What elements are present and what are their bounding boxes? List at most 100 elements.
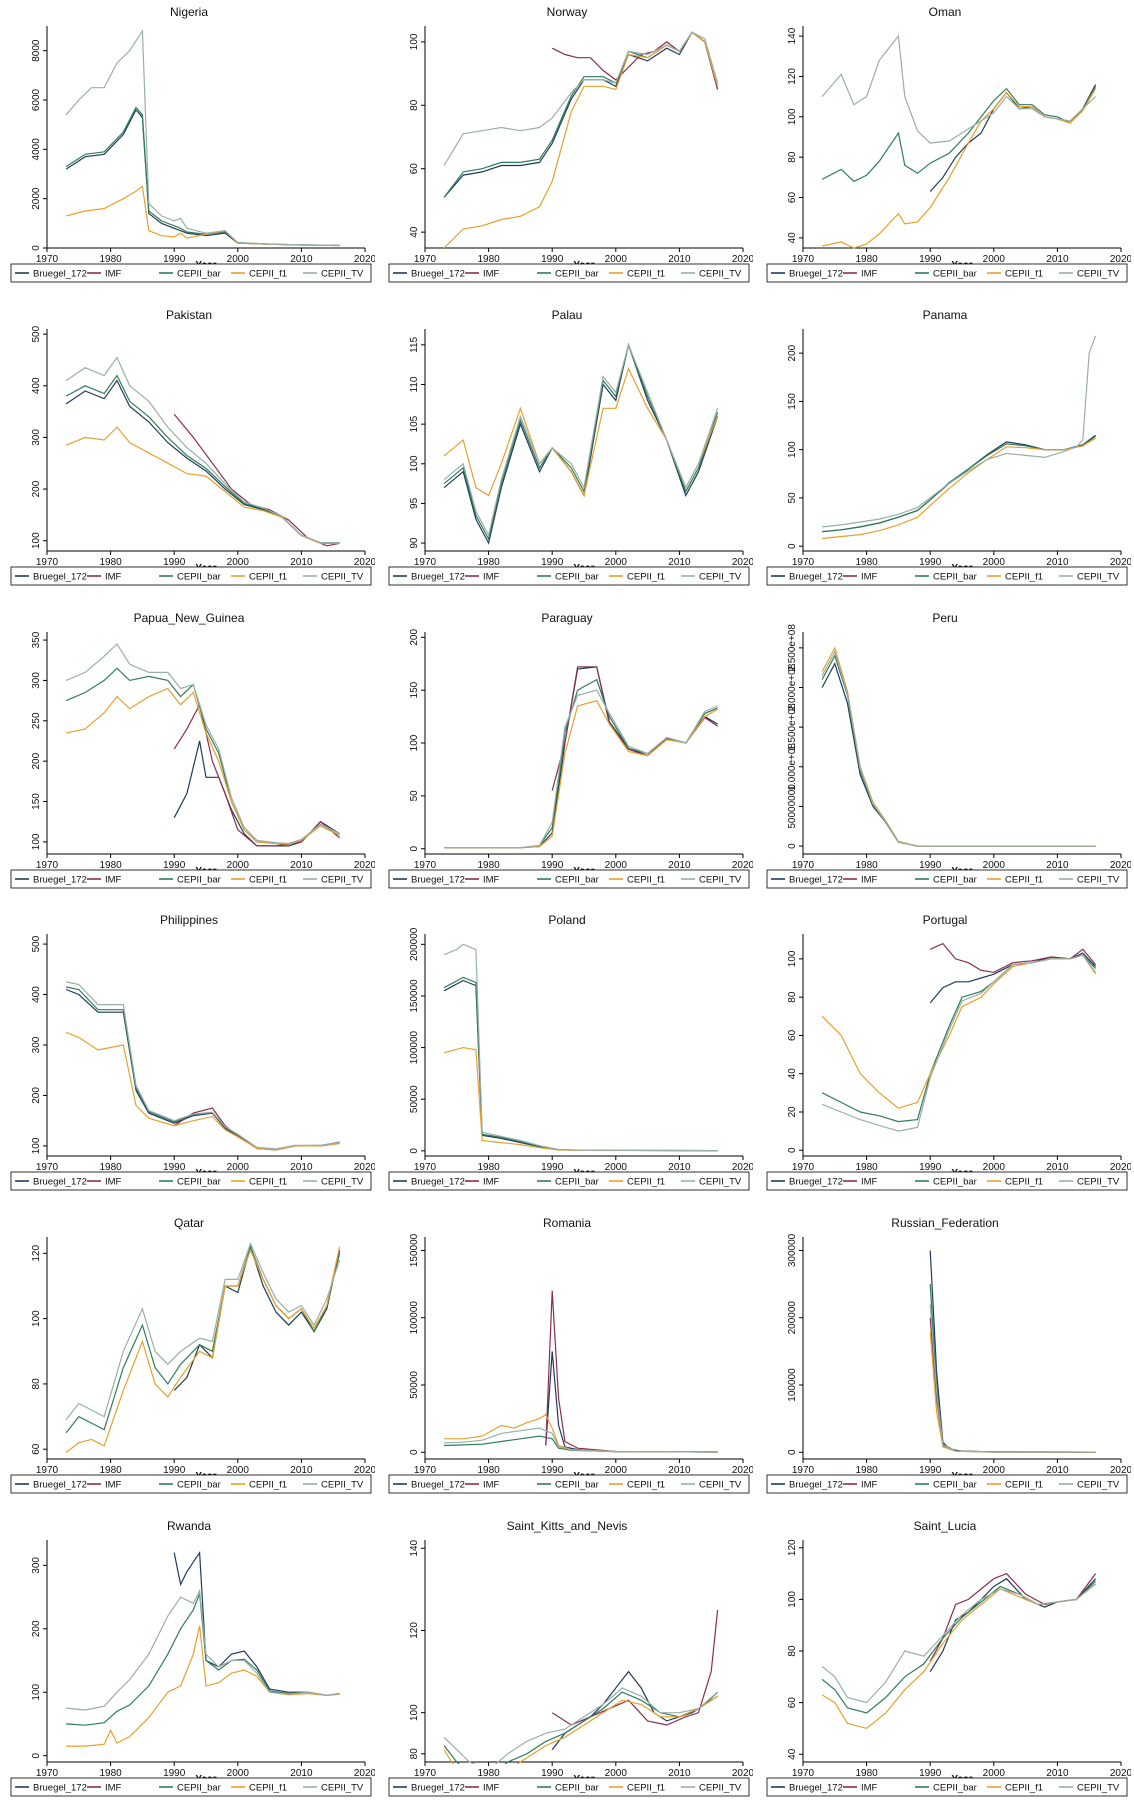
chart-svg: Papua_New_Guinea 1970 1980 1990 2000 2010 2020…: [3, 607, 375, 906]
legend-label: CEPII_TV: [699, 269, 742, 280]
chart-panel-portugal: Portugal197019801990200020102020Year0204…: [759, 910, 1131, 1209]
x-tick-label: 2000: [983, 860, 1006, 871]
y-tick-label: 150: [787, 392, 798, 409]
x-tick-label: 1990: [919, 557, 942, 568]
legend-label: CEPII_bar: [933, 874, 977, 885]
y-tick-label: 100: [31, 1310, 42, 1327]
y-tick-label: 80: [409, 99, 420, 111]
x-tick-label: 2000: [605, 254, 628, 265]
chart-svg: Saint_Kitts_and_Nevis 1970 1980 1990 2000 201…: [381, 1516, 753, 1814]
chart-panel-palau: Palau197019801990200020102020Year9095100…: [381, 304, 753, 603]
x-tick-label: 1980: [855, 1162, 878, 1173]
x-tick-label: 1970: [36, 1768, 59, 1779]
legend-label: Bruegel_172: [411, 1177, 465, 1188]
legend-label: CEPII_TV: [1077, 571, 1120, 582]
y-tick-label: 60: [787, 1030, 798, 1042]
legend-label: CEPII_TV: [1077, 1177, 1120, 1188]
legend-box: [388, 869, 750, 888]
y-tick-label: 4000: [31, 138, 42, 161]
chart-title: Oman: [929, 5, 962, 19]
chart-title: Qatar: [174, 1216, 204, 1230]
x-tick-label: 1990: [919, 254, 942, 265]
y-tick-label: 400: [31, 377, 42, 394]
x-tick-label: 1970: [36, 557, 59, 568]
x-tick-label: 2020: [732, 557, 753, 568]
x-tick-label: 1990: [163, 1465, 186, 1476]
legend-label: CEPII_f1: [1005, 874, 1043, 885]
y-tick-label: 60: [787, 1697, 798, 1709]
x-tick-label: 2020: [354, 557, 375, 568]
y-tick-label: 100: [409, 1704, 420, 1721]
chart-title: Saint_Kitts_and_Nevis: [507, 1519, 628, 1533]
x-tick-label: 2020: [1110, 1162, 1131, 1173]
chart-panel-nigeria: Nigeria197019801990200020102020Year02000…: [3, 2, 375, 300]
legend-label: CEPII_TV: [321, 269, 364, 280]
x-tick-label: 1990: [163, 254, 186, 265]
legend-label: Bruegel_172: [789, 269, 843, 280]
legend-box: [10, 566, 372, 586]
legend-box: [388, 263, 750, 283]
y-tick-label: 120: [31, 1245, 42, 1262]
x-tick-label: 2010: [1046, 557, 1069, 568]
y-tick-label: 60: [31, 1443, 42, 1455]
legend-label: Bruegel_172: [411, 874, 465, 885]
y-tick-label: 200000: [409, 928, 420, 962]
x-tick-label: 2020: [1110, 860, 1131, 871]
legend-label: CEPII_bar: [933, 1480, 977, 1491]
y-tick-label: 100: [787, 950, 798, 967]
y-tick-label: 0: [787, 1147, 798, 1153]
x-tick-label: 2010: [668, 1162, 691, 1173]
legend-box: [10, 1171, 372, 1191]
x-tick-label: 2010: [290, 254, 313, 265]
legend-label: CEPII_f1: [249, 1783, 287, 1794]
x-tick-label: 1970: [414, 254, 437, 265]
y-tick-label: 100: [409, 734, 420, 751]
y-tick-label: 200: [31, 480, 42, 497]
x-tick-label: 1980: [477, 860, 500, 871]
chart-svg: Qatar197019801990200020102020Year6080100…: [3, 1213, 375, 1512]
legend-label: Bruegel_172: [33, 1783, 87, 1794]
chart-panel-norway: Norway197019801990200020102020Year406080…: [381, 2, 753, 300]
x-tick-label: 1990: [541, 254, 564, 265]
legend-label: Bruegel_172: [33, 874, 87, 885]
y-tick-label: 300: [31, 671, 42, 688]
legend-label: IMF: [861, 1783, 878, 1794]
legend-label: CEPII_TV: [321, 874, 364, 885]
y-tick-label: 200000: [787, 1301, 798, 1335]
series-line-cepii_bar: [443, 1691, 718, 1764]
chart-svg: Panama197019801990200020102020Year050100…: [759, 304, 1131, 603]
x-tick-label: 1970: [792, 1768, 815, 1779]
legend-label: CEPII_bar: [933, 571, 977, 582]
series-line-cepii_tv: [65, 981, 340, 1150]
x-tick-label: 2000: [605, 557, 628, 568]
chart-title: Papua_New_Guinea: [134, 611, 245, 625]
x-tick-label: 2020: [732, 1162, 753, 1173]
x-tick-label: 1970: [36, 860, 59, 871]
x-tick-label: 2000: [227, 1465, 250, 1476]
x-tick-label: 2020: [1110, 1465, 1131, 1476]
x-tick-label: 1980: [855, 1768, 878, 1779]
x-tick-label: 1990: [919, 1768, 942, 1779]
y-tick-label: 8000: [31, 39, 42, 62]
legend-label: IMF: [861, 571, 878, 582]
series-line-cepii_tv: [821, 649, 1096, 847]
x-tick-label: 1990: [919, 860, 942, 871]
legend-label: CEPII_f1: [627, 269, 665, 280]
x-tick-label: 2010: [1046, 860, 1069, 871]
chart-panel-paraguay: Paraguay197019801990200020102020Year0501…: [381, 607, 753, 906]
series-line-cepii_f1: [65, 687, 340, 845]
series-line-cepii_f1: [65, 1032, 340, 1151]
x-tick-label: 2000: [227, 860, 250, 871]
chart-svg: Poland197019801990200020102020Year050000…: [381, 910, 753, 1209]
x-tick-label: 2010: [290, 1768, 313, 1779]
y-tick-label: 95: [409, 497, 420, 509]
series-line-cepii_tv: [821, 954, 1097, 1133]
legend-label: Bruegel_172: [33, 1480, 87, 1491]
legend-label: CEPII_TV: [1077, 874, 1120, 885]
y-tick-label: 50000: [409, 1371, 420, 1399]
y-tick-label: 150000: [409, 1234, 420, 1268]
chart-title: Russian_Federation: [891, 1216, 998, 1230]
y-tick-label: 100: [31, 1683, 42, 1700]
x-tick-label: 2000: [605, 1768, 628, 1779]
y-tick-label: 40: [787, 1068, 798, 1080]
